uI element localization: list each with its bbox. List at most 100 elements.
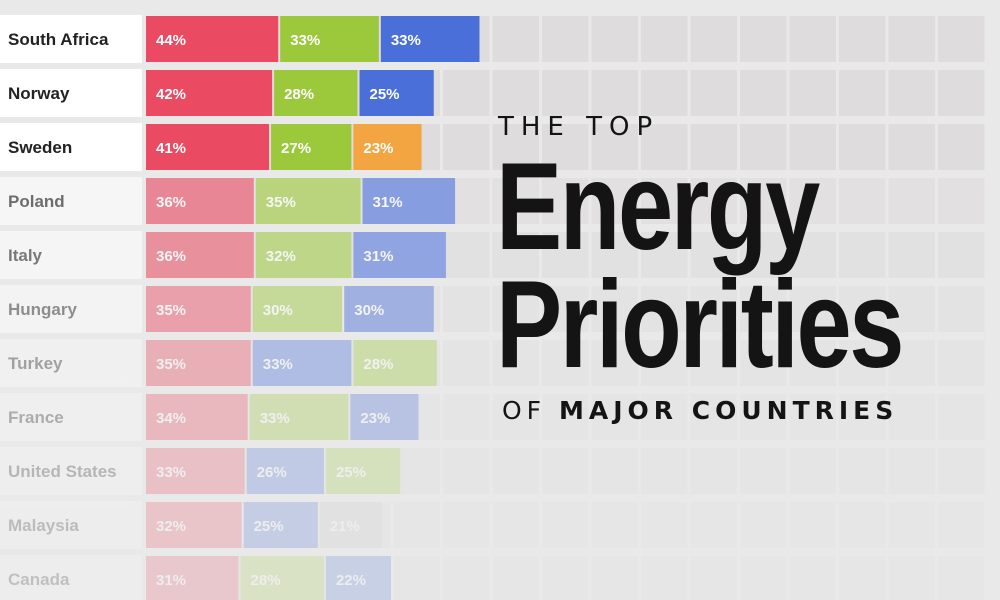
track-cell: [542, 448, 589, 494]
title-line-priorities: Priorities: [496, 256, 904, 394]
bar-segment: [325, 448, 401, 494]
track-cell: [888, 394, 935, 440]
track-cell: [195, 340, 242, 386]
track-cell: [146, 502, 193, 548]
track-cell: [245, 394, 292, 440]
track-cell: [195, 286, 242, 332]
bar-segment: [146, 232, 254, 278]
track-cell: [888, 286, 935, 332]
track-cell: [690, 124, 737, 170]
bar-value-label: 31%: [363, 248, 393, 265]
track-cell: [393, 286, 440, 332]
country-row: France 34% 33% 23%: [0, 393, 985, 441]
country-label-background: [0, 177, 142, 225]
country-row: Poland 36% 35% 31%: [0, 177, 985, 225]
track-cell: [393, 448, 440, 494]
track-cell: [443, 286, 490, 332]
bar-segment: [243, 502, 318, 548]
track-cell: [591, 16, 638, 62]
bar-segment: [353, 124, 422, 170]
country-label: Turkey: [8, 354, 63, 373]
country-label-background: [0, 15, 142, 63]
track-cell: [294, 286, 341, 332]
track-cell: [641, 340, 688, 386]
track-cell: [740, 232, 787, 278]
track-cell: [888, 16, 935, 62]
track-cell: [344, 394, 391, 440]
bar-segment: [380, 16, 480, 62]
track-cell: [492, 178, 539, 224]
track-cell: [690, 16, 737, 62]
track-cell: [888, 448, 935, 494]
country-row: Norway 42% 28% 25%: [0, 69, 985, 117]
country-label: Canada: [8, 570, 70, 589]
track-cell: [789, 286, 836, 332]
track-cell: [245, 340, 292, 386]
track-cell: [146, 448, 193, 494]
track-cell: [938, 394, 985, 440]
track-cell: [591, 448, 638, 494]
track-cell: [690, 70, 737, 116]
track-cell: [542, 286, 589, 332]
track-cell: [443, 70, 490, 116]
bar-value-label: 33%: [263, 356, 293, 373]
country-row: United States 33% 26% 25%: [0, 447, 985, 495]
track-cell: [690, 286, 737, 332]
track-cell: [888, 340, 935, 386]
chart-title: THE TOP Energy Priorities OF MAJOR COUNT…: [496, 112, 996, 425]
track-cell: [492, 70, 539, 116]
track-cell: [740, 556, 787, 600]
track-cell: [245, 286, 292, 332]
track-cell: [938, 124, 985, 170]
bar-segment: [350, 394, 419, 440]
track-cell: [146, 340, 193, 386]
track-cell: [641, 502, 688, 548]
track-cell: [492, 286, 539, 332]
track-cell: [344, 448, 391, 494]
track-cell: [839, 232, 886, 278]
bar-segment: [271, 124, 352, 170]
bar-segment: [362, 178, 456, 224]
country-label: Hungary: [8, 300, 78, 319]
track-cell: [839, 124, 886, 170]
bar-value-label: 33%: [290, 32, 320, 49]
track-cell: [542, 556, 589, 600]
track-cell: [740, 502, 787, 548]
track-cell: [839, 340, 886, 386]
bar-segment: [325, 556, 392, 600]
track-cell: [294, 394, 341, 440]
track-cell: [690, 232, 737, 278]
title-subtitle: OF MAJOR COUNTRIES: [502, 396, 996, 425]
track-cell: [690, 178, 737, 224]
track-cell: [740, 178, 787, 224]
bar-value-label: 28%: [363, 356, 393, 373]
track-cell: [542, 232, 589, 278]
country-row: Italy 36% 32% 31%: [0, 231, 985, 279]
track-cell: [740, 70, 787, 116]
bar-value-label: 25%: [336, 464, 366, 481]
bar-value-label: 35%: [266, 194, 296, 211]
track-cell: [146, 286, 193, 332]
bar-value-label: 36%: [156, 194, 186, 211]
track-cell: [789, 232, 836, 278]
bar-value-label: 23%: [360, 410, 390, 427]
track-cell: [888, 502, 935, 548]
track-cell: [294, 448, 341, 494]
track-cell: [245, 448, 292, 494]
track-cell: [245, 502, 292, 548]
bar-segment: [146, 70, 273, 116]
track-cell: [294, 340, 341, 386]
country-label-background: [0, 501, 142, 549]
track-cell: [591, 232, 638, 278]
track-cell: [690, 556, 737, 600]
track-cell: [591, 502, 638, 548]
bar-value-label: 22%: [336, 572, 366, 589]
country-row: Sweden 41% 27% 23%: [0, 123, 985, 171]
bar-value-label: 25%: [254, 518, 284, 535]
bar-value-label: 30%: [354, 302, 384, 319]
track-cell: [839, 556, 886, 600]
track-cell: [938, 178, 985, 224]
track-cell: [938, 70, 985, 116]
track-cell: [195, 502, 242, 548]
country-row: South Africa 44% 33% 33%: [0, 15, 985, 63]
